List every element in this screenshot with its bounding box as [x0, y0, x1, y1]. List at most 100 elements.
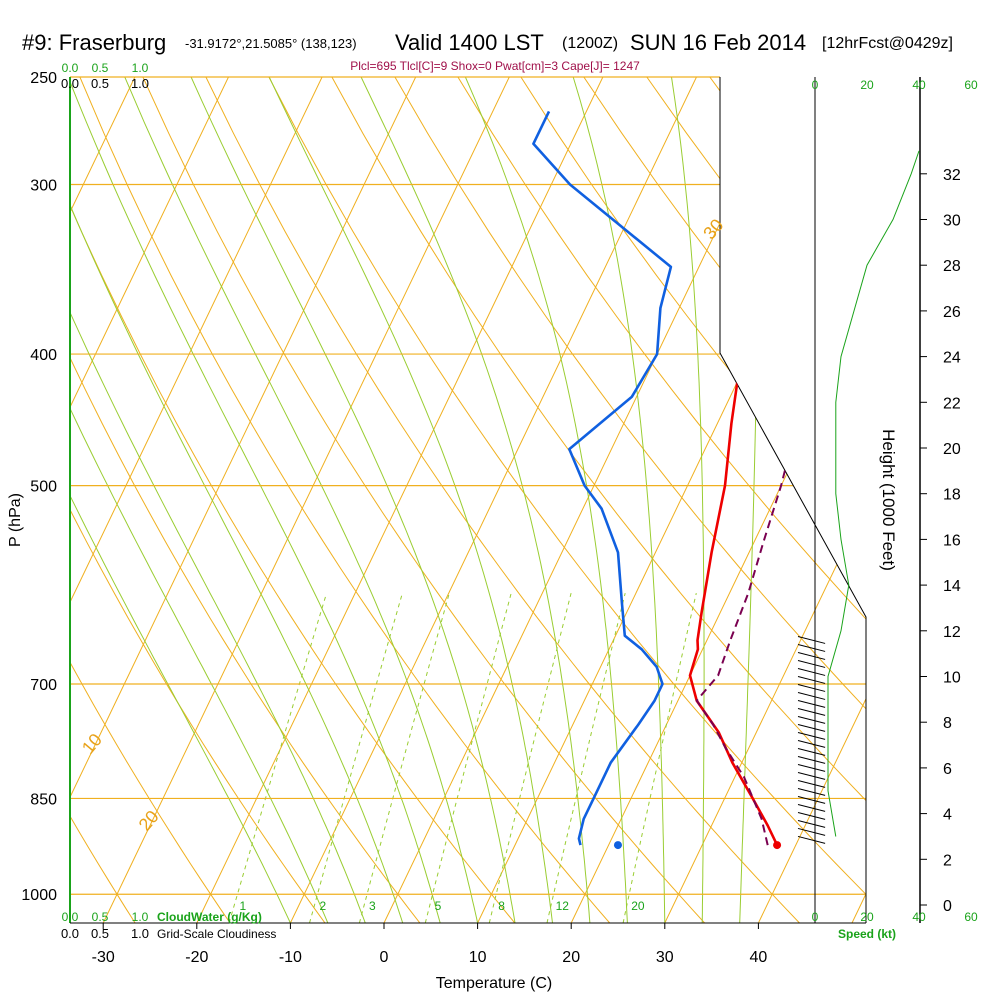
moist-adiabat-line: [464, 77, 628, 923]
wind-barb: [797, 803, 826, 812]
dry-adiabat-line: [457, 77, 866, 923]
dry-adiabat-line: [835, 77, 866, 923]
wind-barb: [797, 779, 826, 788]
wind-barb: [797, 708, 826, 716]
dry-adiabat-line: [583, 77, 866, 923]
mixing-ratio-line: [488, 592, 572, 923]
height-tick-label: 2: [943, 852, 952, 869]
cloudwater-tick-top: 0.5: [92, 61, 109, 75]
surface-marker: [613, 841, 622, 850]
wind-barb: [797, 700, 826, 708]
station-coords: -31.9172°,21.5085° (138,123): [185, 36, 357, 51]
speed-tick-bottom: 0: [812, 910, 819, 924]
isotherm-line: [70, 77, 229, 923]
pressure-tick-label: 700: [30, 677, 57, 694]
cloudwater-tick-top: 0.0: [62, 61, 79, 75]
moist-adiabat-line: [572, 77, 666, 923]
x-tick-label: 30: [656, 949, 674, 966]
dry-adiabat-line: [962, 77, 1000, 923]
cloudwater-tick-bottom: 0.0: [62, 910, 79, 924]
isotherm-line: [851, 77, 866, 923]
x-tick-label: -20: [185, 949, 208, 966]
wind-barb: [797, 731, 826, 740]
wind-speed-profile: [827, 150, 920, 837]
valid-time: Valid 1400 LST: [395, 30, 544, 55]
valid-date: SUN 16 Feb 2014: [630, 30, 806, 55]
wind-barb: [797, 787, 826, 796]
axis-ticks: 1 2 3 5 8 12 202503004005007008501000102030-30…: [21, 61, 978, 966]
dry-adiabat-line: [205, 77, 800, 923]
cloudwater-tick-top: 1.0: [132, 61, 149, 75]
moist-adiabat-line: [70, 77, 441, 923]
moist-adiabat-line: [70, 77, 366, 923]
grid-lines: [70, 77, 1000, 923]
height-tick-label: 22: [943, 395, 961, 412]
x-tick-label: 10: [469, 949, 487, 966]
wind-barb: [797, 676, 826, 684]
x-tick-label: 0: [380, 949, 389, 966]
pressure-tick-label: 400: [30, 347, 57, 364]
moist-adiabat-line: [70, 77, 404, 923]
cloudiness-label: Grid-Scale Cloudiness: [157, 927, 276, 941]
height-tick-label: 16: [943, 532, 961, 549]
height-tick-label: 32: [943, 167, 961, 184]
moist-adiabat-line: [268, 77, 553, 923]
speed-tick-bottom: 20: [860, 910, 874, 924]
speed-tick-top: 40: [912, 78, 926, 92]
moist-adiabat-line: [190, 77, 516, 923]
wind-barb: [797, 724, 826, 732]
isotherm-line: [757, 77, 866, 923]
mixing-ratio-label: 5: [435, 899, 442, 913]
height-tick-label: 18: [943, 487, 961, 504]
isotherm-line: [196, 77, 604, 923]
moist-adiabat-line: [70, 77, 329, 923]
height-tick-label: 24: [943, 350, 961, 367]
moist-adiabat-line: [124, 77, 479, 923]
sounding-stats: Plcl=695 Tlcl[C]=9 Shox=0 Pwat[cm]=3 Cap…: [350, 59, 640, 73]
wind-barb: [797, 636, 826, 644]
height-tick-label: 20: [943, 441, 961, 458]
isotherm-line: [70, 77, 323, 923]
y-axis-label: P (hPa): [7, 493, 24, 547]
mixing-ratio-line: [309, 592, 403, 923]
cloudiness-tick-top: 1.0: [131, 76, 149, 91]
isotherm-line: [664, 77, 866, 923]
isotherm-label: 10: [78, 730, 106, 758]
cloudwater-tick-bottom: 0.5: [92, 910, 109, 924]
cloudwater-label: CloudWater (g/Kg): [157, 910, 262, 924]
speed-tick-bottom: 60: [964, 910, 978, 924]
wind-barb: [797, 795, 826, 804]
dry-adiabat-line: [331, 77, 866, 923]
wind-barbs: [797, 636, 826, 844]
series-line: [532, 110, 673, 846]
moist-adiabat-line: [360, 77, 591, 923]
speed-tick-top: 60: [964, 78, 978, 92]
height-tick-label: 30: [943, 213, 961, 230]
height-axis-label: Height (1000 Feet): [879, 429, 898, 571]
moist-adiabat-line: [671, 77, 705, 923]
dry-adiabat-line: [70, 77, 231, 923]
x-axis-label: Temperature (C): [436, 975, 552, 992]
wind-barb: [797, 660, 826, 668]
dry-adiabat-line: [142, 77, 705, 923]
height-tick-label: 14: [943, 578, 961, 595]
height-tick-label: 4: [943, 807, 952, 824]
dry-adiabat-line: [79, 77, 611, 923]
mixing-ratio-label: 1: [239, 899, 246, 913]
moist-adiabat-line: [70, 77, 291, 923]
cloudiness-tick-bottom: 0.5: [91, 926, 109, 941]
wind-barb: [797, 827, 826, 836]
wind-barb: [797, 684, 826, 692]
forecast-label: [12hrFcst@0429z]: [822, 35, 953, 52]
wind-barb: [797, 716, 826, 724]
wind-speed-line: [827, 150, 920, 837]
mixing-ratio-line: [358, 592, 450, 923]
cloudiness-tick-bottom: 1.0: [131, 926, 149, 941]
speed-tick-top: 20: [860, 78, 874, 92]
mixing-ratio-label: 8: [498, 899, 505, 913]
height-tick-label: 8: [943, 715, 952, 732]
moist-adiabat-line: [739, 77, 758, 923]
pressure-tick-label: 250: [30, 70, 57, 87]
pressure-tick-label: 850: [30, 791, 57, 808]
